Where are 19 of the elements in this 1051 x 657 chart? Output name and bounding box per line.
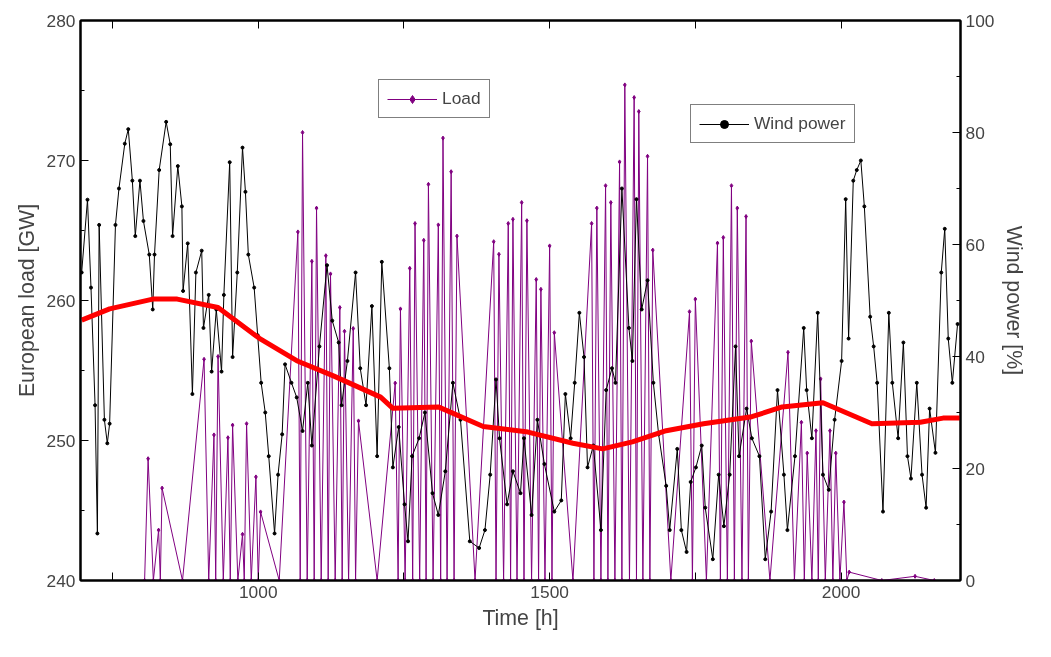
y-axis-title: European load [GW] <box>14 203 39 398</box>
legend-label: Wind power <box>754 113 846 134</box>
y2-tick-label: 60 <box>965 234 985 255</box>
y2-axis-title: Wind power [%] <box>1002 225 1027 376</box>
y2-tick-label: 100 <box>965 10 995 31</box>
x-tick-label: 1000 <box>238 581 278 602</box>
x-tick-label: 1500 <box>530 581 569 602</box>
x-tick-label: 2000 <box>821 581 861 602</box>
x-axis-title: Time [h] <box>482 605 559 630</box>
y2-tick-label: 40 <box>965 346 985 367</box>
y-tick-label: 260 <box>46 290 76 311</box>
y2-tick-label: 0 <box>965 570 976 591</box>
y2-tick-label: 80 <box>965 122 985 143</box>
y-tick-label: 270 <box>46 150 76 171</box>
y-tick-label: 240 <box>46 570 76 591</box>
y2-tick-label: 20 <box>965 458 985 479</box>
y-tick-label: 280 <box>46 10 76 31</box>
legend-label: Load <box>442 88 481 109</box>
y-tick-label: 250 <box>46 430 76 451</box>
